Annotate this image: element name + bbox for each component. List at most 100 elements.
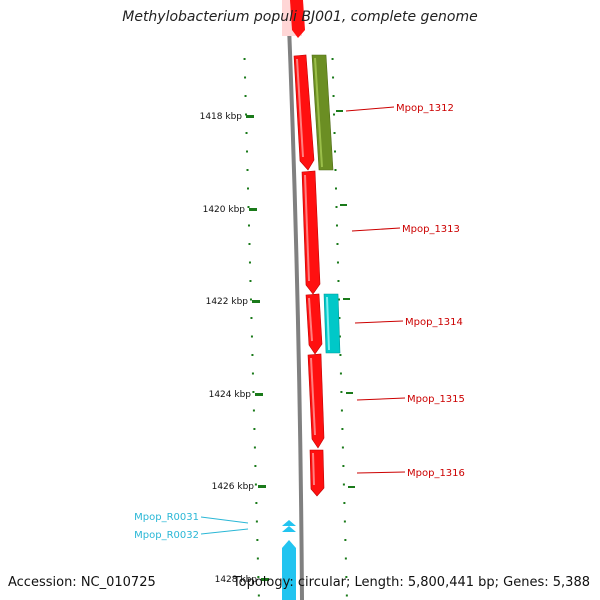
gene-label: Mpop_1314: [405, 317, 463, 328]
gene-arrow: [290, 0, 305, 38]
scale-dot: [338, 317, 341, 319]
scale-dot: [257, 576, 260, 578]
position-tick: [246, 115, 254, 118]
scale-dot: [336, 261, 339, 264]
label-leader-line: [356, 471, 406, 474]
scale-dot: [245, 113, 248, 116]
label-leader-line: [351, 227, 401, 232]
scale-dot: [246, 150, 249, 153]
label-leader-line: [356, 397, 406, 401]
gene-label: Mpop_1316: [407, 468, 465, 479]
accession-text: Accession: NC_010725: [8, 575, 156, 590]
scale-dot: [253, 446, 256, 449]
rna-arrow-mpop-r0032: [282, 526, 296, 532]
scale-dot: [254, 465, 257, 467]
gene-highlight: [308, 297, 313, 342]
scale-dot: [248, 261, 251, 264]
scale-dot: [246, 169, 249, 171]
label-leader-line: [354, 320, 404, 324]
gene-label: Mpop_1315: [407, 394, 465, 405]
scale-dot: [341, 446, 344, 449]
scale-dot: [335, 224, 338, 227]
scale-dot: [337, 298, 340, 301]
scale-dot: [255, 502, 258, 504]
scale-dot: [251, 354, 254, 356]
gene-highlight: [296, 58, 304, 158]
scale-dot: [334, 169, 337, 171]
scale-dot: [342, 465, 345, 467]
scale-dot: [335, 187, 337, 190]
scale-dot: [345, 594, 348, 597]
scale-dot: [343, 502, 346, 504]
scale-dot: [342, 483, 345, 486]
scale-dot: [344, 557, 347, 560]
scale-dot: [333, 132, 336, 134]
minor-tick: [348, 486, 355, 488]
scale-dot: [339, 354, 342, 356]
scale-dot: [331, 58, 334, 60]
scale-dot: [340, 391, 343, 393]
gene-highlight: [304, 174, 310, 282]
position-tick-label: 1422 kbp: [206, 297, 249, 307]
scale-dot: [243, 58, 246, 60]
gene-highlight: [314, 57, 323, 168]
gene-label: Mpop_1313: [402, 224, 460, 235]
scale-dot: [253, 428, 256, 430]
position-tick: [258, 485, 266, 488]
gene-label: Mpop_1312: [396, 103, 454, 114]
scale-dot: [338, 335, 341, 338]
scale-dot: [250, 335, 253, 338]
scale-dot: [250, 317, 253, 319]
scale-dot: [249, 280, 252, 282]
scale-dot: [252, 391, 255, 393]
scale-dot: [334, 150, 337, 153]
position-tick-label: 1428 kbp: [215, 575, 258, 585]
scale-dot: [248, 243, 251, 245]
rna-arrow: [282, 540, 296, 600]
rna-label: Mpop_R0031: [134, 512, 199, 523]
gene-arrow-mpop-1316: [309, 449, 325, 497]
scale-dot: [332, 76, 335, 79]
scale-dot: [333, 113, 336, 116]
label-leader-line: [200, 516, 249, 524]
position-tick: [252, 300, 260, 303]
feature-arrows: [282, 0, 341, 600]
scale-dot: [256, 539, 259, 541]
scale-dot: [345, 576, 348, 578]
gene-highlight: [312, 452, 315, 486]
minor-tick: [336, 110, 343, 112]
scale-dot: [335, 206, 338, 208]
position-ticks: 1418 kbp 1420 kbp 1422 kbp 1424 kbp 1426 kbp…: [200, 112, 269, 585]
rna-label: Mpop_R0032: [134, 530, 199, 541]
minor-tick: [340, 204, 347, 206]
position-tick-label: 1424 kbp: [209, 390, 252, 400]
scale-dot: [337, 280, 340, 282]
scale-dot: [336, 243, 339, 245]
scale-dot: [244, 95, 247, 97]
scale-dot: [255, 520, 258, 523]
scale-dot: [254, 483, 257, 486]
genome-stats-text: Topology: circular; Length: 5,800,441 bp…: [232, 575, 590, 590]
scale-dot: [247, 206, 250, 208]
rna-arrow-mpop-r0031: [282, 520, 296, 526]
scale-dot: [343, 520, 346, 523]
scale-dot: [247, 224, 250, 227]
scale-dot: [340, 409, 343, 412]
scale-dot: [245, 132, 248, 134]
map-title: Methylobacterium populi BJ001, complete …: [122, 9, 478, 25]
minor-tick: [346, 392, 353, 394]
scale-dot: [252, 409, 255, 412]
label-leader-line: [200, 528, 249, 535]
position-tick: [249, 208, 257, 211]
scale-dot: [251, 372, 254, 375]
feature-labels: Mpop_1312 Mpop_1313 Mpop_1314 Mpop_1315 Mpop…: [134, 103, 465, 541]
position-tick-label: 1420 kbp: [203, 205, 246, 215]
tick-dots: [243, 58, 355, 597]
position-tick: [261, 578, 269, 581]
genome-backbone: [286, 0, 304, 600]
gene-highlight: [326, 296, 330, 351]
scale-dot: [244, 76, 247, 79]
position-tick-label: 1426 kbp: [212, 482, 255, 492]
